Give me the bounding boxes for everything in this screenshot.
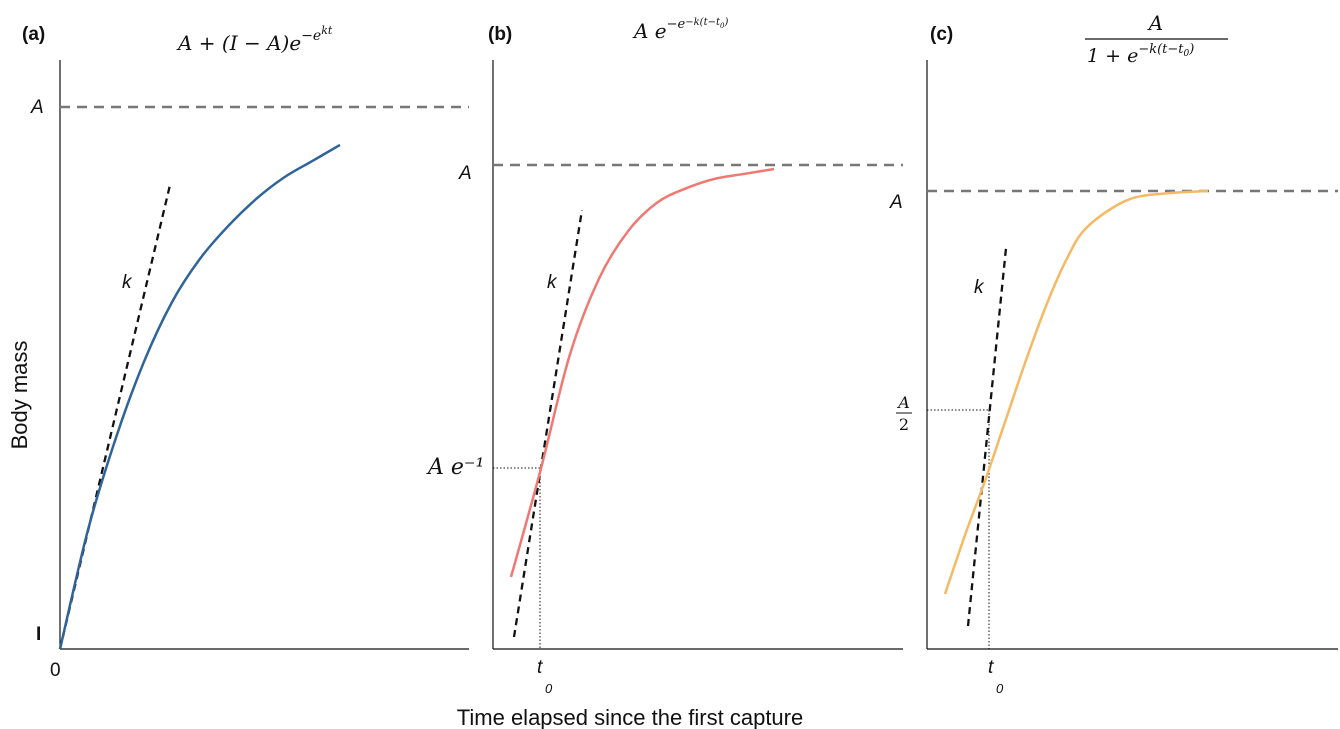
panel-c-label: (c) bbox=[930, 24, 953, 45]
panel-b-y-label-inflection: A e⁻¹ bbox=[426, 455, 484, 480]
panel-c-tangent-line bbox=[966, 247, 1008, 627]
panel-a-label: (a) bbox=[22, 24, 45, 45]
panel-b-x-label-t: t bbox=[537, 657, 543, 678]
panel-b: (b) A e−e−k(t−t0) A A e⁻¹ t 0 k bbox=[426, 17, 903, 696]
panel-a-y-label-asymptote: A bbox=[30, 97, 44, 118]
panel-a-growth-curve bbox=[58, 143, 341, 650]
panel-c-x-label-t-sub: 0 bbox=[996, 681, 1004, 696]
panel-a-slope-label: k bbox=[122, 272, 133, 293]
y-axis-title: Body mass bbox=[7, 341, 32, 450]
panel-c-equation: A 1 + e−k(t−t0) bbox=[1085, 11, 1228, 67]
panel-a-y-label-initial: I bbox=[36, 624, 41, 645]
panel-b-label: (b) bbox=[488, 24, 512, 45]
panel-a: (a) A + (I − A)e−ekt A I 0 k bbox=[22, 24, 469, 681]
panel-b-y-label-asymptote: A bbox=[458, 163, 472, 184]
panel-c-x-label-t: t bbox=[988, 657, 994, 678]
panel-c-equation-denominator: 1 + e−k(t−t0) bbox=[1087, 42, 1194, 67]
panel-c: (c) A 1 + e−k(t−t0) A A 2 t 0 k bbox=[889, 11, 1338, 696]
panel-b-growth-curve bbox=[509, 167, 775, 578]
panel-b-slope-label: k bbox=[547, 272, 558, 293]
panel-c-slope-label: k bbox=[974, 277, 985, 298]
panel-b-x-label-t-sub: 0 bbox=[545, 681, 553, 696]
panel-b-tangent-line bbox=[512, 209, 584, 638]
panel-b-equation: A e−e−k(t−t0) bbox=[632, 17, 728, 43]
panel-a-x-label-origin: 0 bbox=[50, 660, 61, 681]
panel-c-y-label-half: A 2 bbox=[896, 393, 912, 434]
panel-c-growth-curve bbox=[943, 189, 1209, 595]
panel-a-tangent-line bbox=[58, 184, 172, 650]
x-axis-title: Time elapsed since the first capture bbox=[457, 705, 803, 729]
panel-a-equation: A + (I − A)e−ekt bbox=[176, 24, 333, 55]
panel-c-y-label-asymptote: A bbox=[889, 192, 903, 213]
panel-c-y-label-half-num: A bbox=[896, 393, 910, 412]
panel-c-y-label-half-den: 2 bbox=[899, 415, 909, 434]
panel-c-equation-numerator: A bbox=[1147, 11, 1163, 35]
